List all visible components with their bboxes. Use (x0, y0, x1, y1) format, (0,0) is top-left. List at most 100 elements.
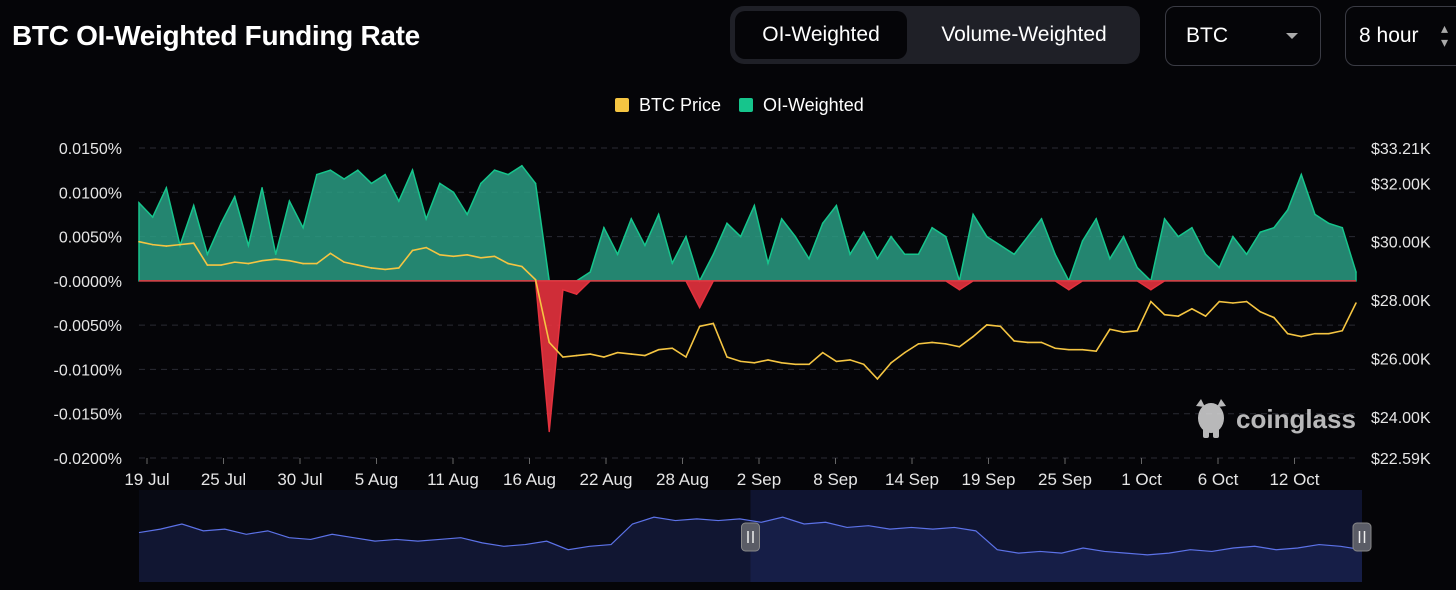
funding-point (1191, 226, 1193, 229)
funding-point (493, 169, 496, 171)
y-left-tick-label: -0.0000% (54, 274, 123, 291)
funding-point (603, 226, 605, 229)
btc-price-point (562, 356, 564, 358)
btc-price-point (466, 254, 468, 256)
tab-oi-weighted[interactable]: OI-Weighted (735, 11, 907, 59)
funding-point (1273, 226, 1275, 229)
funding-point (821, 222, 824, 225)
btc-price-point (808, 363, 810, 366)
x-tick-label: 25 Sep (1038, 470, 1092, 489)
y-right-tick-label: $30.00K (1371, 235, 1431, 252)
btc-price-point (1218, 300, 1221, 303)
btc-price-point (274, 258, 277, 261)
btc-price-point (1327, 332, 1330, 335)
navigator-left-handle[interactable] (741, 522, 760, 552)
funding-point (192, 204, 195, 207)
btc-price-point (521, 265, 523, 268)
funding-negative-area (139, 280, 1356, 432)
btc-price-point (657, 348, 660, 351)
btc-price-point (1286, 332, 1289, 335)
btc-price-point (931, 341, 933, 344)
x-tick-label: 25 Jul (201, 470, 246, 489)
page-title: BTC OI-Weighted Funding Rate (12, 20, 420, 51)
funding-point (261, 187, 263, 189)
funding-point (1286, 209, 1289, 211)
funding-point (1109, 257, 1111, 260)
btc-price-point (780, 362, 783, 364)
funding-point (1068, 288, 1070, 291)
bull-logo-icon (1196, 399, 1226, 438)
funding-point (862, 231, 865, 233)
btc-price-point (1191, 308, 1193, 310)
funding-point (972, 213, 974, 216)
btc-price-point (1136, 329, 1139, 332)
interval-select[interactable]: 8 hour ▴ ▾ (1345, 6, 1456, 66)
btc-price-series (138, 240, 1357, 381)
funding-point (521, 164, 523, 167)
funding-point (384, 173, 386, 176)
y-right-tick-label: $22.59K (1371, 451, 1431, 468)
funding-point (1013, 253, 1015, 256)
y-right-tick-label: $26.00K (1371, 351, 1431, 368)
navigator-right-handle[interactable] (1352, 522, 1372, 552)
weighting-toggle: OI-Weighted Volume-Weighted (730, 6, 1140, 64)
btc-price-point (821, 351, 824, 354)
funding-point (220, 222, 222, 225)
legend-label-oi-weighted[interactable]: OI-Weighted (763, 95, 864, 115)
btc-price-point (398, 267, 400, 269)
interval-select-value: 8 hour (1359, 24, 1419, 47)
funding-point (644, 244, 646, 247)
btc-price-point (1054, 347, 1056, 350)
btc-price-point (903, 351, 906, 354)
funding-point (356, 169, 359, 171)
funding-point (1341, 226, 1344, 229)
funding-point (411, 169, 414, 171)
btc-price-point (712, 322, 715, 325)
btc-price-point (1095, 350, 1097, 352)
funding-point (534, 182, 537, 185)
legend-swatch-btc-price[interactable] (615, 98, 629, 112)
funding-point (274, 253, 277, 256)
btc-price-point (917, 343, 920, 345)
btc-price-point (876, 378, 879, 380)
btc-price-point (575, 354, 578, 357)
funding-point (808, 257, 810, 260)
funding-point (1081, 240, 1084, 242)
btc-price-point (589, 353, 592, 355)
btc-price-point (698, 325, 701, 328)
funding-point (849, 253, 851, 256)
funding-point (1177, 235, 1180, 238)
btc-price-point (944, 343, 947, 345)
btc-price-point (890, 362, 892, 364)
btc-price-point (1300, 335, 1303, 338)
funding-point (1150, 288, 1152, 291)
btc-price-point (1273, 316, 1275, 319)
btc-price-point (1232, 302, 1234, 304)
legend-swatch-oi-weighted[interactable] (739, 98, 753, 112)
funding-point (712, 253, 715, 256)
btc-price-point (315, 262, 318, 265)
navigator-selection (750, 490, 1362, 582)
btc-price-point (534, 278, 537, 281)
funding-point (999, 244, 1002, 247)
btc-price-point (411, 249, 414, 252)
btc-price-point (452, 255, 455, 258)
funding-point (1095, 218, 1097, 220)
symbol-select[interactable]: BTC (1165, 6, 1321, 66)
funding-point (726, 222, 728, 225)
btc-price-point (1177, 315, 1180, 317)
x-tick-label: 2 Sep (737, 470, 781, 489)
btc-price-point (630, 353, 633, 355)
funding-rate-series (138, 164, 1357, 433)
navigator[interactable] (138, 490, 1372, 582)
btc-price-point (1314, 332, 1316, 335)
pause-handle-icon (1352, 522, 1372, 552)
x-tick-label: 16 Aug (503, 470, 556, 489)
funding-point (1300, 173, 1303, 176)
btc-price-point (862, 363, 865, 366)
legend-label-btc-price[interactable]: BTC Price (639, 95, 721, 115)
tab-volume-weighted[interactable]: Volume-Weighted (941, 23, 1107, 46)
btc-price-point (247, 262, 250, 265)
btc-price-point (151, 243, 154, 246)
watermark-text: coinglass (1236, 404, 1356, 434)
